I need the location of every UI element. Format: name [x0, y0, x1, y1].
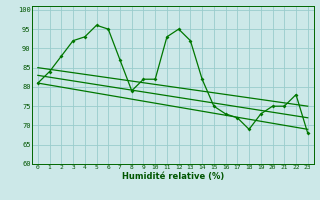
X-axis label: Humidité relative (%): Humidité relative (%) [122, 172, 224, 181]
